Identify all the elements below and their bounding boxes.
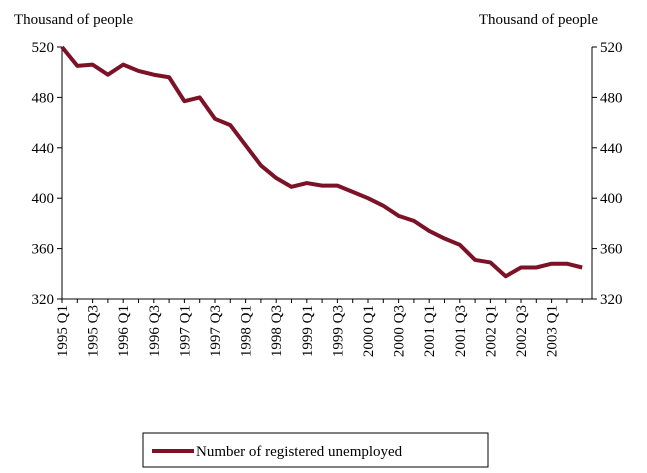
legend-box	[142, 432, 489, 468]
x-tick-label: 1996 Q1	[116, 305, 132, 357]
y2-tick-label: 320	[600, 292, 623, 308]
x-tick-label: 1997 Q1	[177, 305, 193, 357]
y2-tick-label: 360	[600, 242, 623, 258]
x-tick-label: 1999 Q3	[330, 305, 346, 357]
y-tick-label: 320	[32, 292, 55, 308]
x-tick-label: 2001 Q1	[422, 305, 438, 357]
x-tick-label: 1997 Q3	[208, 305, 224, 357]
x-tick-label: 2002 Q1	[483, 305, 499, 357]
x-tick-label: 1995 Q1	[55, 305, 71, 357]
x-tick-label: 1995 Q3	[86, 305, 102, 357]
x-tick-label: 2000 Q3	[392, 305, 408, 357]
x-tick-label: 1998 Q1	[239, 305, 255, 357]
x-tick-label: 2003 Q1	[545, 305, 561, 357]
x-tick-label: 1999 Q1	[300, 305, 316, 357]
y-tick-label: 480	[32, 90, 55, 106]
y2-tick-label: 400	[600, 191, 623, 207]
legend-label: Number of registered unemployed	[196, 444, 403, 460]
y2-tick-label: 440	[600, 141, 623, 157]
x-tick-label: 2002 Q3	[514, 305, 530, 357]
y-tick-label: 360	[32, 242, 55, 258]
x-tick-label: 2001 Q3	[453, 305, 469, 357]
y-axis-title-right: Thousand of people	[479, 12, 598, 28]
y2-tick-label: 520	[600, 40, 623, 56]
x-tick-label: 1996 Q3	[147, 305, 163, 357]
x-tick-label: 2000 Q1	[361, 305, 377, 357]
y2-tick-label: 480	[600, 90, 623, 106]
y-axis-title-left: Thousand of people	[14, 12, 133, 28]
y-tick-label: 400	[32, 191, 55, 207]
y-tick-label: 440	[32, 141, 55, 157]
y-tick-label: 520	[32, 40, 55, 56]
data-line	[60, 45, 583, 279]
x-tick-label: 1998 Q3	[269, 305, 285, 357]
